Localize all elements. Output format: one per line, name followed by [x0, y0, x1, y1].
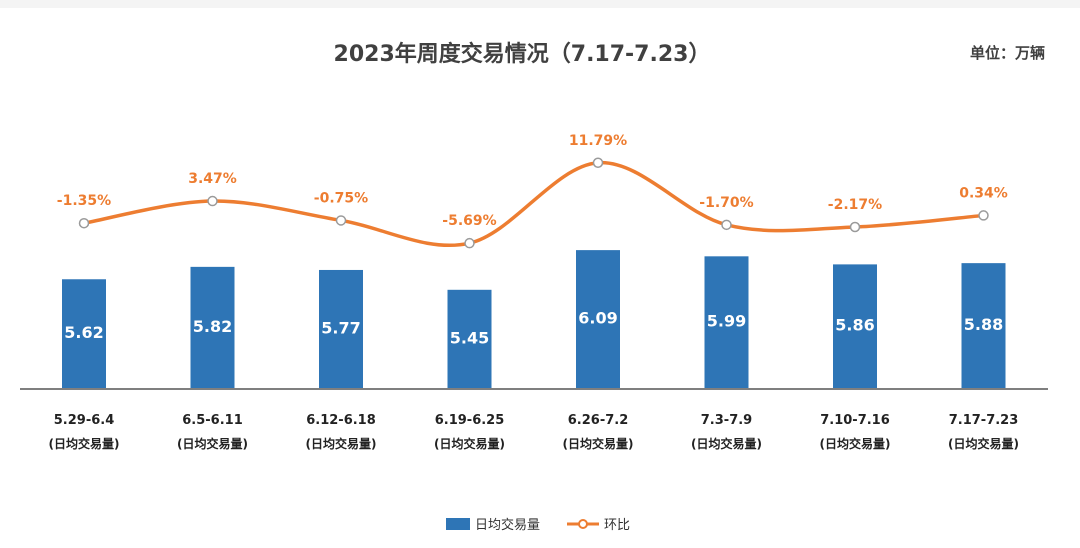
mom-label-4: 11.79%: [569, 133, 627, 149]
category-label-2: 6.12-6.18: [306, 413, 376, 428]
bar-series: 5.62 5.82 5.77 5.45 6.09 5.99 5.86 5.88: [62, 250, 1006, 389]
category-label-6: 7.10-7.16: [820, 413, 890, 428]
mom-label-3: -5.69%: [442, 213, 496, 229]
bar-value-label-1: 5.82: [193, 317, 232, 336]
mom-label-6: -2.17%: [828, 197, 882, 213]
bar-6: [833, 264, 877, 389]
mom-label-5: -1.70%: [699, 195, 753, 211]
category-label-4: 6.26-7.2: [568, 413, 629, 428]
bar-value-label-3: 5.45: [450, 328, 489, 347]
bar-value-label-6: 5.86: [835, 316, 874, 335]
mom-label-7: 0.34%: [959, 185, 1008, 201]
mom-label-1: 3.47%: [188, 171, 237, 187]
bar-value-label-4: 6.09: [578, 309, 617, 328]
category-label-0: 5.29-6.4: [54, 413, 115, 428]
bar-value-label-2: 5.77: [321, 318, 360, 337]
category-sublabel-2: (日均交易量): [306, 436, 377, 451]
chart-title: 2023年周度交易情况（7.17-7.23）: [334, 41, 711, 67]
category-label-7: 7.17-7.23: [949, 413, 1019, 428]
mom-curve: [83, 161, 984, 248]
category-sublabel-5: (日均交易量): [691, 436, 762, 451]
bar-3: [447, 289, 492, 389]
bar-1: [190, 266, 235, 389]
legend: 日均交易量 环比: [446, 517, 630, 533]
bar-value-label-5: 5.99: [707, 312, 746, 331]
mom-label-2: -0.75%: [314, 190, 368, 206]
mom-point-4: [592, 157, 604, 169]
mom-label-0: -1.35%: [57, 193, 111, 209]
category-sublabel-1: (日均交易量): [177, 436, 248, 451]
bar-value-label-0: 5.62: [64, 323, 103, 342]
bar-5: [704, 256, 749, 389]
category-label-3: 6.19-6.25: [435, 413, 505, 428]
legend-bar-label: 日均交易量: [475, 517, 540, 533]
category-sublabel-4: (日均交易量): [563, 436, 634, 451]
bar-2: [319, 269, 363, 389]
category-axis: 5.29-6.4 (日均交易量) 6.5-6.11 (日均交易量) 6.12-6.18 (…: [49, 413, 1019, 451]
legend-line-label: 环比: [604, 518, 630, 533]
category-sublabel-7: (日均交易量): [948, 436, 1019, 451]
mom-point-1: [207, 195, 218, 207]
category-sublabel-3: (日均交易量): [434, 436, 505, 451]
mom-point-0: [78, 217, 90, 229]
mom-line-series: -1.35% 3.47% -0.75% -5.69% 11.79% -1.70% -2.17…: [57, 133, 1008, 249]
bar-0: [62, 279, 106, 389]
bar-4: [576, 250, 620, 389]
legend-bar-swatch: [446, 518, 470, 530]
mom-point-2: [335, 215, 347, 226]
mom-point-3: [464, 237, 475, 249]
mom-point-7: [978, 210, 989, 221]
bar-value-label-7: 5.88: [964, 315, 1003, 334]
category-label-5: 7.3-7.9: [701, 413, 752, 428]
mom-point-5: [721, 219, 732, 231]
unit-label: 单位：万辆: [970, 44, 1045, 62]
category-label-1: 6.5-6.11: [182, 413, 243, 428]
weekly-trading-chart: 2023年周度交易情况（7.17-7.23） 单位：万辆 5.62 5.82 5.7…: [20, 41, 1048, 533]
category-sublabel-0: (日均交易量): [49, 436, 120, 451]
chart-frame: 2023年周度交易情况（7.17-7.23） 单位：万辆 5.62 5.82 5.7…: [0, 8, 1080, 548]
category-sublabel-6: (日均交易量): [820, 436, 891, 451]
bar-7: [961, 263, 1006, 389]
mom-point-6: [849, 221, 861, 233]
legend-line-marker: [578, 519, 588, 529]
